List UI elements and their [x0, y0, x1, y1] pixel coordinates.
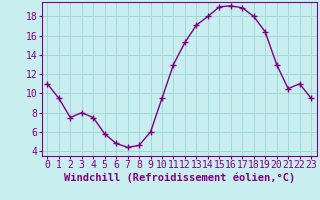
X-axis label: Windchill (Refroidissement éolien,°C): Windchill (Refroidissement éolien,°C) [64, 173, 295, 183]
